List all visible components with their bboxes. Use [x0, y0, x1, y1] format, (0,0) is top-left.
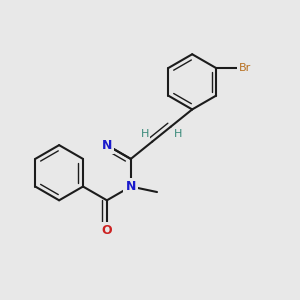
- Text: N: N: [102, 139, 112, 152]
- Text: Br: Br: [238, 63, 251, 73]
- Text: H: H: [141, 130, 149, 140]
- Text: O: O: [102, 224, 112, 237]
- Text: N: N: [126, 180, 136, 193]
- Text: H: H: [174, 129, 182, 139]
